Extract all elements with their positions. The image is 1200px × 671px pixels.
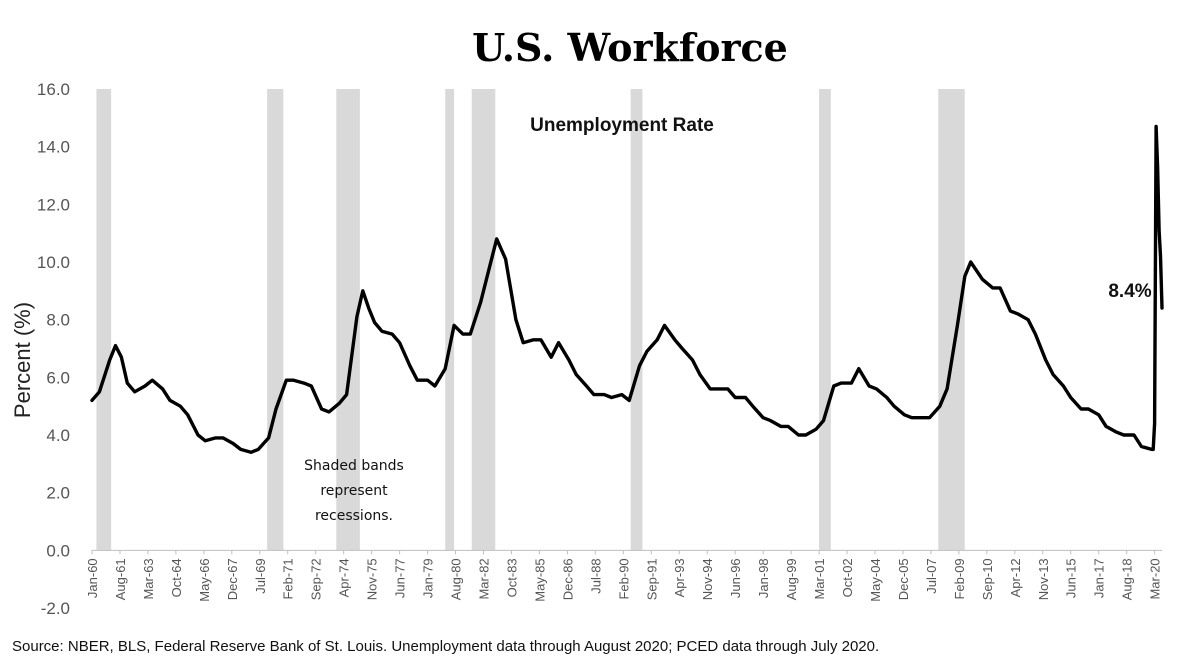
x-tick-label-34: Nov-13 [1036,558,1051,600]
y-tick-label-8: 14.0 [37,138,70,157]
y-tick-label-0: -2.0 [41,599,70,618]
x-tick-label-8: Sep-72 [309,558,324,600]
x-tick-label-33: Apr-12 [1008,558,1023,597]
y-tick-label-5: 8.0 [46,311,70,330]
y-tick-label-2: 2.0 [46,484,70,503]
unemployment-rate-line [90,124,1164,454]
series-layer [90,124,1164,454]
recession-band-5 [471,89,496,551]
recession-band-4 [445,89,455,551]
x-tick-label-12: Jan-79 [421,558,436,598]
x-tick-label-24: Jan-98 [756,558,771,598]
recession-note-line-3: recessions. [315,508,393,524]
recession-band-2 [267,89,284,551]
x-tick-label-31: Feb-09 [952,558,967,599]
y-tick-label-1: 0.0 [46,541,70,560]
recession-note-line-1: Shaded bands [304,458,404,474]
x-tick-label-3: Oct-64 [169,558,184,597]
x-tick-label-25: Aug-99 [784,558,799,600]
chart-subtitle: Unemployment Rate [530,115,714,136]
x-tick-label-36: Jan-17 [1092,558,1107,598]
x-tick-label-37: Aug-18 [1120,558,1135,600]
last-value-callout: 8.4% [1108,281,1151,302]
x-tick-label-38: Mar-20 [1148,558,1163,599]
recession-band-8 [938,89,965,551]
x-tick-labels: Jan-60 Aug-61 Mar-63 Oct-64 May-66 Dec-67 Jul-… [85,550,1163,602]
x-tick-label-2: Mar-63 [141,558,156,599]
x-tick-label-21: Apr-93 [672,558,687,597]
source-note: Source: NBER, BLS, Federal Reserve Bank … [12,638,879,655]
recession-band-7 [819,89,831,551]
x-tick-label-14: Mar-82 [476,558,491,599]
y-tick-label-7: 12.0 [37,195,70,214]
x-tick-label-16: May-85 [532,558,547,601]
x-tick-label-1: Aug-61 [113,558,128,600]
x-tick-label-29: Dec-05 [896,558,911,600]
recession-band-1 [96,89,112,551]
x-tick-label-5: Dec-67 [225,558,240,600]
x-tick-label-27: Oct-02 [840,558,855,597]
x-tick-label-4: May-66 [197,558,212,601]
y-axis-label: Percent (%) [10,302,35,418]
x-tick-label-10: Nov-75 [365,558,380,600]
y-tick-label-3: 4.0 [46,426,70,445]
y-tick-label-6: 10.0 [37,253,70,272]
x-tick-label-15: Oct-83 [504,558,519,597]
recession-note-line-2: represent [320,483,388,499]
x-tick-label-13: Aug-80 [449,558,464,600]
recession-bands [96,89,965,551]
x-tick-label-35: Jun-15 [1064,558,1079,598]
x-tick-label-17: Dec-86 [560,558,575,600]
x-tick-label-7: Feb-71 [281,558,296,599]
x-tick-label-0: Jan-60 [85,558,100,598]
recession-band-6 [630,89,643,551]
x-tick-label-6: Jul-69 [253,558,268,593]
x-tick-label-32: Sep-10 [980,558,995,600]
x-tick-label-9: Apr-74 [337,558,352,597]
x-tick-label-22: Nov-94 [700,558,715,600]
y-tick-labels: -2.0 0.0 2.0 4.0 6.0 8.0 10.0 12.0 14.0 16.0 [37,80,70,618]
x-tick-label-23: Jun-96 [728,558,743,598]
recession-band-3 [336,89,360,551]
x-tick-label-11: Jun-77 [393,558,408,598]
x-tick-label-28: May-04 [868,558,883,601]
chart-title: U.S. Workforce [472,25,788,70]
x-tick-label-26: Mar-01 [812,558,827,599]
x-tick-label-30: Jul-07 [924,558,939,593]
y-tick-label-9: 16.0 [37,80,70,99]
x-tick-label-20: Sep-91 [644,558,659,600]
x-tick-label-19: Feb-90 [616,558,631,599]
x-tick-label-18: Jul-88 [588,558,603,593]
y-tick-label-4: 6.0 [46,368,70,387]
